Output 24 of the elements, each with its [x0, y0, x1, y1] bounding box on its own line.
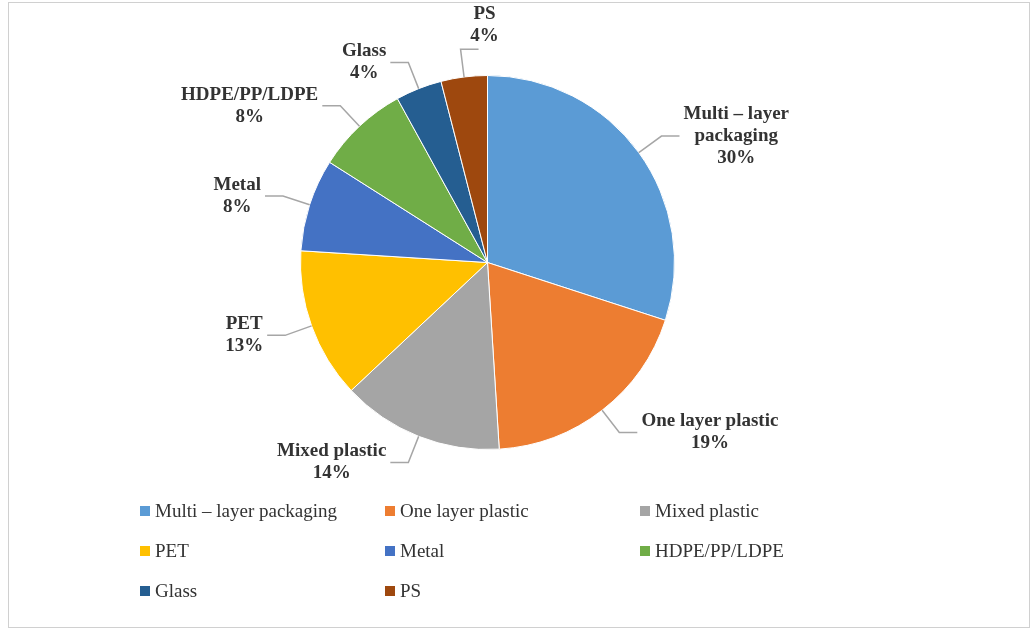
data-label: 4%	[349, 61, 379, 83]
slice-label: Metal	[213, 172, 261, 194]
legend-label: Glass	[155, 580, 198, 602]
legend-label: Mixed plastic	[655, 500, 759, 522]
legend-label: One layer plastic	[400, 500, 529, 522]
slice-label: Mixed plastic	[277, 439, 387, 461]
legend-label: PET	[155, 540, 189, 562]
slice-label: One layer plastic	[641, 409, 779, 431]
legend-label: Multi – layer packaging	[155, 500, 338, 522]
data-label: 4%	[470, 24, 499, 46]
legend-label: PS	[400, 580, 422, 602]
slice-label: Multi – layer packaging	[683, 102, 790, 145]
data-label: 8%	[222, 194, 252, 216]
legend-label: Metal	[400, 540, 445, 562]
data-label: 19%	[690, 431, 729, 453]
slice-label: PET	[225, 312, 263, 334]
data-label: 13%	[225, 334, 264, 356]
data-label: 8%	[235, 104, 264, 126]
slice-label: PS	[473, 2, 496, 24]
slice-label: Glass	[341, 39, 387, 61]
data-label: 14%	[312, 461, 351, 483]
data-label: 30%	[717, 146, 756, 167]
legend-label: HDPE/PP/LDPE	[655, 540, 784, 562]
slice-label: HDPE/PP/LDPE	[181, 82, 319, 104]
